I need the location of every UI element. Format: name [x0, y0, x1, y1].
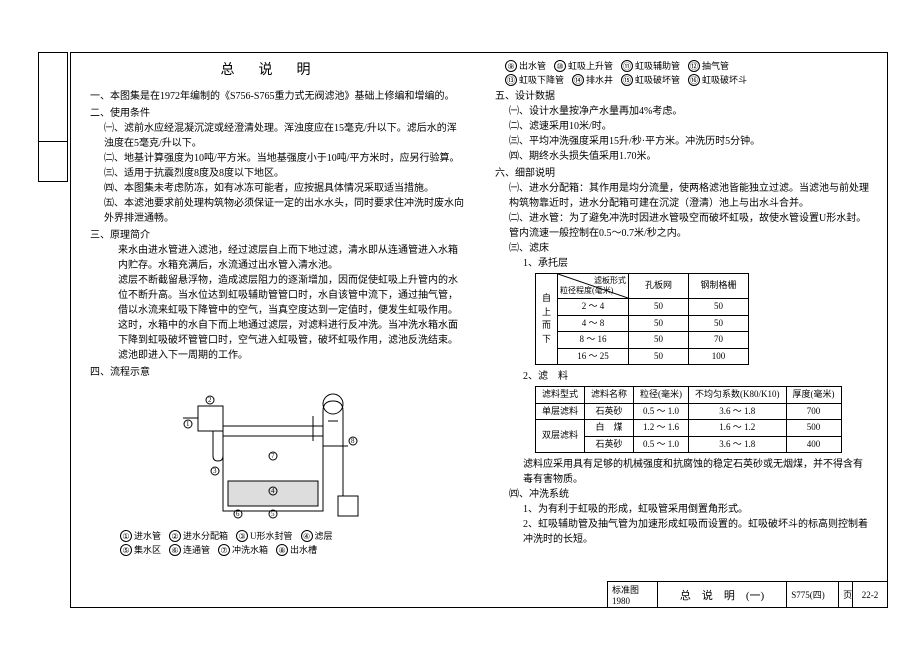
s2-item: ㈡、地基计算强度为10吨/平方米。当地基强度小于10吨/平方米时，应另行验算。	[90, 151, 465, 166]
s5-item: ㈢、平均冲洗强度采用15升/秒·平方米。冲洗历时5分钟。	[495, 134, 870, 149]
s6-item: ㈡、进水管：为了避免冲洗时因进水管吸空而破坏虹吸，故使水管设置U形水封。管内流速…	[495, 211, 870, 241]
tb-page-lbl: 页	[839, 582, 853, 607]
tb-name: 总 说 明 (一)	[658, 582, 787, 607]
s6-sub1: 1、承托层	[495, 256, 870, 271]
section4-head: 四、流程示意	[90, 365, 465, 380]
s5-item: ㈣、期终水头损失值采用1.70米。	[495, 149, 870, 164]
s2-item: ㈠、滤前水应经混凝沉淀或经澄清处理。浑浊度应在15毫克/升以下。滤后水的浑浊度在…	[90, 121, 465, 151]
svg-text:6: 6	[236, 510, 240, 518]
tb-year: 1980	[612, 596, 653, 606]
s5-item: ㈠、设计水量按净产水量再加4%考虑。	[495, 104, 870, 119]
flow-diagram: 1 2 3 4 5 6 7 8	[173, 386, 383, 526]
s6-item: ㈢、滤床	[495, 241, 870, 256]
section2-head: 二、使用条件	[90, 106, 465, 121]
binding-tab-2	[38, 142, 68, 182]
section5-head: 五、设计数据	[495, 89, 870, 104]
legend-row-3: ⑨出水管 ⑩虹吸上升管 ⑪虹吸辅助管 ⑫抽气管	[495, 60, 870, 74]
legend-row-1: ①进水管 ②进水分配箱 ③U形水封管 ④滤层	[90, 530, 465, 544]
section3-text: 来水由进水管进入滤池，经过滤层自上而下地过滤，清水即从连通管进入水箱内贮存。水箱…	[90, 243, 465, 363]
right-column: ⑨出水管 ⑩虹吸上升管 ⑪虹吸辅助管 ⑫抽气管 ⑬虹吸下降管 ⑭排水井 ⑮虹吸破…	[495, 60, 870, 557]
s2-item: ㈢、适用于抗震烈度8度及8度以下地区。	[90, 166, 465, 181]
legend-row-4: ⑬虹吸下降管 ⑭排水井 ⑮虹吸破坏管 ⑯虹吸破坏斗	[495, 74, 870, 88]
tb-code: S775(四)	[791, 588, 834, 601]
s6-item: ㈠、进水分配箱：其作用是均分流量，使两格滤池皆能独立过滤。当滤池与前处理构筑物靠…	[495, 181, 870, 211]
binding-tab-1	[38, 52, 68, 142]
s2-item: ㈣、本图集未考虑防冻，如有冰冻可能者，应按据具体情况采取适当措施。	[90, 181, 465, 196]
doc-title: 总说明	[90, 60, 465, 81]
section1-head: 一、本图集是在1972年编制的《S756-S765重力式无阀滤池》基础上修编和增…	[90, 89, 465, 104]
section3-head: 三、原理简介	[90, 228, 465, 243]
table-filter-material: 滤料型式滤料名称 粒径(毫米)不均匀系数(K80/K10)厚度(毫米) 单层滤料…	[535, 386, 842, 453]
svg-text:5: 5	[271, 510, 275, 518]
left-column: 总说明 一、本图集是在1972年编制的《S756-S765重力式无阀滤池》基础上…	[90, 60, 465, 557]
wash-item: 2、虹吸辅助管及抽气管为加速形成虹吸而设置的。虹吸破坏斗的标高则控制着冲洗时的长…	[495, 517, 870, 547]
wash-item: 1、为有利于虹吸的形成，虹吸管采用倒置角形式。	[495, 502, 870, 517]
table-support-layer: 自上而下 滤板形式 粒径程度(毫米) 孔板网 钢制格栅 2 ～ 45050 4 …	[535, 273, 749, 365]
tb-label: 标准图	[612, 583, 653, 596]
content-area: 总说明 一、本图集是在1972年编制的《S756-S765重力式无阀滤池》基础上…	[90, 60, 870, 557]
svg-text:1: 1	[186, 420, 190, 428]
s2-item: ㈤、本滤池要求前处理构筑物必须保证一定的出水水头，同时要求住冲洗时废水向外界排泄…	[90, 196, 465, 226]
section6-head: 六、细部说明	[495, 166, 870, 181]
tb-page: 22-2	[853, 582, 887, 607]
s5-item: ㈡、滤速采用10米/时。	[495, 119, 870, 134]
material-note: 滤料应采用具有足够的机械强度和抗腐蚀的稳定石英砂或无烟煤，并不得含有毒有害物质。	[495, 457, 870, 487]
svg-text:7: 7	[271, 452, 275, 460]
svg-text:8: 8	[351, 437, 355, 445]
svg-text:3: 3	[213, 467, 217, 475]
wash-head: ㈣、冲洗系统	[495, 487, 870, 502]
title-block: 标准图 1980 总 说 明 (一) S775(四) 页 22-2	[607, 581, 887, 607]
s6-sub2: 2、滤 料	[495, 369, 870, 384]
svg-text:2: 2	[208, 396, 212, 404]
legend-row-2: ⑤集水区 ⑥连通管 ⑦冲洗水箱 ⑧出水槽	[90, 544, 465, 558]
svg-text:4: 4	[271, 487, 275, 495]
